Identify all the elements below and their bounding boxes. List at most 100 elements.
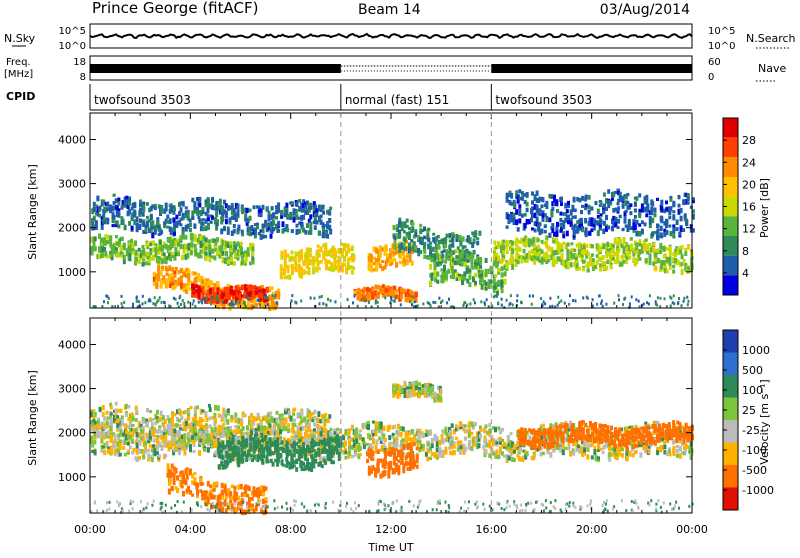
rti-cell	[102, 213, 105, 217]
rti-cell	[216, 428, 219, 432]
rti-cell	[392, 295, 395, 298]
rti-cell	[513, 202, 516, 208]
rti-cell	[110, 426, 113, 431]
rti-cell	[562, 234, 565, 238]
rti-cell	[501, 282, 504, 288]
rti-cell	[183, 302, 185, 305]
rti-cell	[566, 231, 569, 237]
rti-cell	[205, 237, 208, 242]
rti-cell	[175, 215, 178, 220]
rti-cell	[173, 437, 176, 441]
rti-cell	[422, 302, 424, 305]
rti-cell	[634, 208, 637, 212]
rti-cell	[139, 219, 142, 223]
rti-cell	[106, 218, 109, 221]
rti-cell	[635, 260, 638, 264]
rti-cell	[386, 253, 389, 257]
rti-cell	[159, 296, 161, 299]
rti-cell	[249, 216, 252, 221]
rti-cell	[150, 215, 153, 220]
rti-cell	[199, 431, 202, 435]
rti-cell	[526, 192, 529, 197]
rti-cell	[438, 240, 441, 244]
rti-cell	[129, 445, 132, 449]
rti-cell	[599, 294, 601, 297]
rti-cell	[551, 223, 554, 229]
rti-cell	[166, 283, 169, 288]
rti-cell	[171, 418, 174, 422]
rti-cell	[117, 201, 120, 206]
rti-cell	[139, 203, 142, 207]
rti-cell	[536, 217, 539, 222]
rti-cell	[681, 263, 684, 266]
rti-cell	[233, 224, 236, 228]
rti-cell	[313, 423, 316, 427]
rti-cell	[134, 240, 137, 246]
rti-cell	[669, 198, 672, 202]
rti-cell	[289, 217, 292, 221]
rti-cell	[283, 426, 286, 431]
rti-cell	[547, 255, 550, 258]
rti-cell	[191, 216, 194, 220]
rti-cell	[510, 294, 512, 297]
rti-cell	[164, 454, 167, 457]
rti-cell	[679, 249, 682, 255]
rti-cell	[674, 253, 677, 258]
rti-cell	[385, 289, 388, 292]
rti-cell	[448, 298, 450, 301]
rti-cell	[566, 249, 569, 255]
rti-cell	[344, 441, 347, 444]
rti-cell	[578, 267, 581, 271]
rti-cell	[245, 305, 247, 308]
rti-cell	[324, 243, 327, 247]
rti-cell	[106, 411, 109, 415]
rti-cell	[286, 214, 289, 219]
rti-cell	[560, 300, 562, 303]
rti-cell	[400, 303, 402, 306]
rti-cell	[204, 300, 206, 303]
rti-cell	[676, 227, 679, 231]
rti-cell	[464, 301, 466, 304]
rti-cell	[673, 294, 675, 297]
rti-cell	[415, 292, 418, 298]
rti-cell	[201, 218, 204, 221]
rti-cell	[151, 422, 154, 425]
rti-cell	[377, 294, 380, 299]
rti-cell	[319, 302, 321, 305]
rti-cell	[648, 302, 650, 305]
rti-cell	[547, 259, 550, 262]
rti-cell	[517, 227, 520, 232]
rti-cell	[452, 234, 455, 238]
rti-cell	[501, 289, 504, 293]
rti-cell	[314, 225, 317, 230]
rti-cell	[469, 237, 472, 241]
rti-cell	[684, 248, 687, 252]
rti-cell	[105, 294, 107, 297]
rti-cell	[266, 206, 269, 210]
rti-cell	[556, 209, 559, 213]
rti-cell	[211, 434, 214, 440]
rti-cell	[100, 449, 103, 453]
rti-cell	[544, 230, 547, 234]
rti-cell	[285, 203, 288, 208]
rti-cell	[255, 303, 258, 307]
rti-cell	[271, 206, 274, 210]
rti-cell	[262, 228, 265, 234]
rti-cell	[205, 428, 208, 433]
rti-cell	[277, 221, 280, 227]
rti-cell	[182, 231, 185, 236]
rti-cell	[602, 255, 605, 260]
rti-cell	[298, 229, 301, 234]
rti-cell	[181, 255, 184, 261]
rti-cell	[161, 301, 163, 304]
rti-cell	[322, 205, 325, 210]
rti-cell	[173, 428, 176, 433]
rti-cell	[224, 414, 227, 418]
rti-cell	[103, 247, 106, 252]
rti-cell	[160, 206, 163, 211]
rti-cell	[510, 193, 513, 199]
rti-cell	[497, 256, 500, 262]
nsky-trace	[90, 34, 692, 38]
rti-cell	[458, 277, 461, 281]
rti-cell	[379, 290, 382, 294]
